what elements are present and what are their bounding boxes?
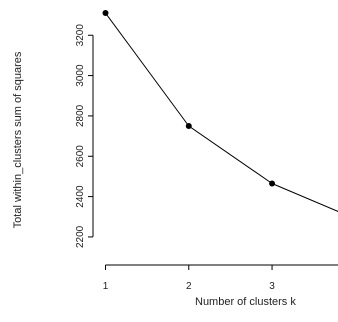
x-tick-label: 1	[103, 281, 109, 292]
series-line-segment	[105, 12, 190, 127]
data-point	[269, 180, 276, 187]
x-axis-label: Number of clusters k	[195, 296, 296, 308]
y-tick-label: 3200	[75, 24, 86, 47]
plot-series	[102, 10, 338, 212]
y-axis: 2200 2400 2600 2800 3000 3200	[75, 24, 94, 248]
series-line-segment	[188, 125, 273, 184]
x-tick-label: 2	[186, 281, 192, 292]
x-tick-label: 3	[269, 281, 275, 292]
data-point	[102, 10, 109, 17]
y-tick-label: 2400	[75, 185, 86, 208]
x-axis: 1 2 3	[103, 264, 338, 292]
data-point	[185, 123, 192, 129]
y-axis-label: Total within_clusters sum of squares	[12, 51, 24, 228]
series-line-segment	[271, 183, 338, 212]
y-tick-label: 2200	[75, 225, 86, 248]
y-tick-label: 2800	[75, 104, 86, 127]
y-tick-label: 3000	[75, 64, 86, 87]
y-tick-label: 2600	[75, 145, 86, 168]
